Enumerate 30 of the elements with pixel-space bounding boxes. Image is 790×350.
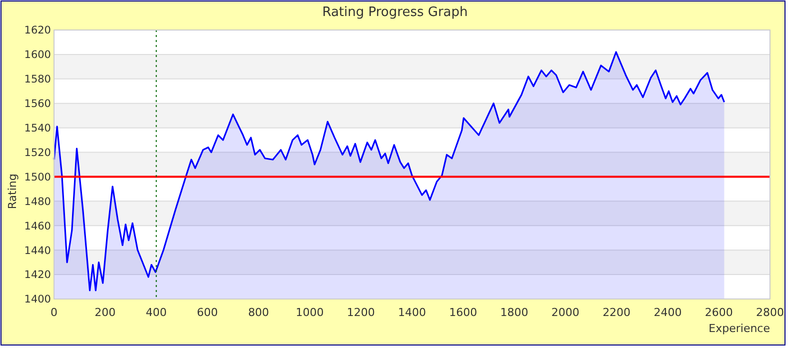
x-tick-label: 2400 xyxy=(654,306,682,319)
x-tick-label: 1200 xyxy=(346,306,375,319)
y-tick-label: 1540 xyxy=(24,122,51,134)
x-tick-label: 1000 xyxy=(296,306,324,319)
y-tick-label: 1560 xyxy=(24,98,51,110)
y-tick-label: 1480 xyxy=(24,196,51,208)
y-tick-label: 1500 xyxy=(24,171,51,184)
x-tick-label: 0 xyxy=(50,306,58,319)
x-tick-label: 1600 xyxy=(449,306,478,319)
y-tick-label: 1580 xyxy=(24,74,51,86)
y-tick-label: 1400 xyxy=(24,294,51,306)
x-tick-label: 200 xyxy=(94,306,116,319)
x-tick-label: 2000 xyxy=(551,306,580,319)
chart-title: Rating Progress Graph xyxy=(322,5,468,20)
x-tick-label: 2800 xyxy=(756,306,784,319)
x-tick-label: 2200 xyxy=(602,306,631,319)
x-tick-label: 1400 xyxy=(398,306,426,319)
y-tick-label: 1440 xyxy=(24,244,51,257)
x-tick-label: 600 xyxy=(196,306,218,319)
x-tick-label: 1800 xyxy=(500,306,528,319)
y-tick-label: 1520 xyxy=(24,146,51,159)
y-tick-label: 1620 xyxy=(24,24,51,37)
y-tick-label: 1600 xyxy=(24,49,51,62)
y-tick-label: 1420 xyxy=(24,269,51,282)
y-tick-label: 1460 xyxy=(24,220,51,232)
y-axis-title: Rating xyxy=(6,174,19,210)
x-tick-label: 400 xyxy=(146,306,167,319)
x-axis-title: Experience xyxy=(708,322,770,335)
x-tick-label: 800 xyxy=(248,306,270,319)
x-tick-label: 2600 xyxy=(704,306,733,319)
